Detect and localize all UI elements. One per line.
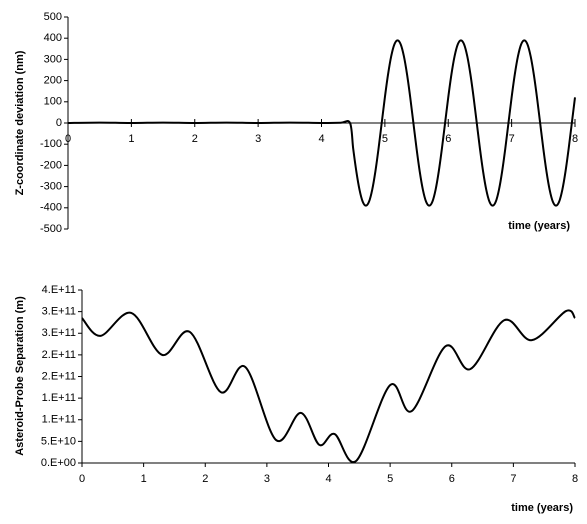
x-tick-label: 1 [128,133,134,145]
x-tick-label: 3 [255,133,261,145]
y-tick-label: 0.E+00 [41,457,76,469]
x-tick-label: 6 [449,473,455,485]
y-tick-label: -200 [40,159,62,171]
y-tick-label: 5.E+10 [41,435,76,447]
x-tick-label: 5 [382,133,388,145]
x-tick-label: 5 [387,473,393,485]
y-tick-label: -100 [40,138,62,150]
y-tick-label: 3.E+11 [42,327,76,339]
y-tick-label: 500 [44,11,62,23]
data-line [67,39,576,207]
x-tick-label: 2 [192,133,198,145]
x-tick-label: 4 [325,473,331,485]
y-tick-label: 300 [44,53,62,65]
y-tick-label: 4.E+11 [42,284,76,296]
x-tick-label: 8 [572,473,578,485]
y-tick-label: -300 [40,181,62,193]
x-tick-label: 1 [141,473,147,485]
y-axis-label: Asteroid-Probe Separation (m) [14,296,26,456]
y-tick-label: 200 [44,75,62,87]
x-axis-label: time (years) [511,502,573,514]
x-axis-label: time (years) [508,220,570,232]
y-tick-label: 1.E+11 [42,414,76,426]
y-tick-label: -400 [40,202,62,214]
x-tick-label: 0 [79,473,85,485]
y-tick-label: 400 [44,32,62,44]
x-tick-label: 3 [264,473,270,485]
y-tick-label: 2.E+11 [42,349,76,361]
x-tick-label: 2 [202,473,208,485]
data-line [81,309,576,464]
y-tick-label: -500 [40,223,62,235]
x-tick-label: 7 [510,473,516,485]
x-tick-label: 0 [65,133,71,145]
x-tick-label: 7 [509,133,515,145]
y-axis-label: Z-coordinate deviation (nm) [14,50,26,195]
y-tick-label: 100 [44,96,62,108]
x-tick-label: 4 [318,133,324,145]
y-tick-label: 1.E+11 [42,392,76,404]
x-tick-label: 8 [572,133,578,145]
y-tick-label: 3.E+11 [42,306,76,318]
y-tick-label: 2.E+11 [42,370,76,382]
x-tick-label: 6 [445,133,451,145]
y-tick-label: 0 [56,117,62,129]
